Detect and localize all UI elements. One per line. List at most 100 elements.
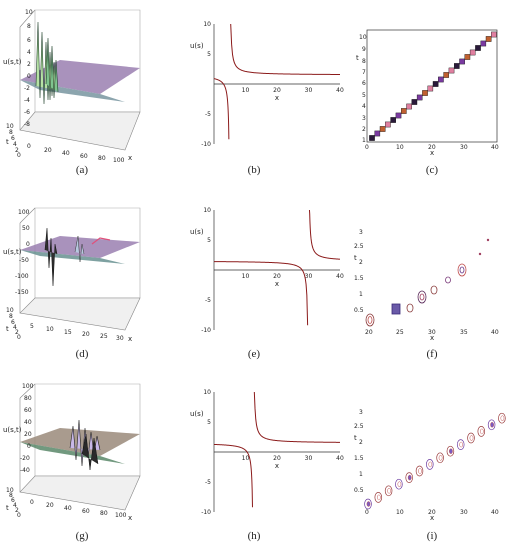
t-axis-label: t xyxy=(6,325,9,333)
contour-marks xyxy=(364,412,506,510)
surface-mesh xyxy=(20,419,140,471)
contour-ring-inner xyxy=(479,428,484,435)
contour-ring-inner xyxy=(459,441,464,448)
tick: 4 xyxy=(362,103,366,110)
y-tick-label: -10 xyxy=(201,327,211,334)
tick: 10 xyxy=(6,307,14,314)
x-tick-label: 20 xyxy=(273,273,281,280)
tick: 0 xyxy=(17,334,21,341)
tick: 20 xyxy=(428,509,436,516)
tick: 30 xyxy=(428,329,436,336)
tick: 30 xyxy=(460,144,468,151)
contour-blob xyxy=(480,40,487,47)
tick: 10 xyxy=(359,34,367,41)
tick: 1 xyxy=(359,291,363,298)
tick: 0 xyxy=(27,143,31,150)
tick: 25 xyxy=(396,329,404,336)
tick: 2 xyxy=(27,61,31,68)
contour-ring-inner xyxy=(387,488,391,494)
tick: 100 xyxy=(113,157,125,162)
contour-ring-inner xyxy=(428,461,433,468)
tick: 10 xyxy=(6,487,14,494)
z-axis-label: u(s,t) xyxy=(3,58,22,66)
tick: 2 xyxy=(359,259,363,266)
tick: 1.5 xyxy=(354,455,364,462)
tick: 20 xyxy=(46,502,54,509)
sublabel-g: (g) xyxy=(75,530,89,542)
x-axis-label: x xyxy=(275,280,279,288)
tick: 4 xyxy=(13,502,17,509)
tick: 2 xyxy=(359,439,363,446)
tick: -150 xyxy=(15,289,29,296)
contour-blob xyxy=(464,54,471,60)
contour-plot-c: t x 10 9 8 7 6 5 4 3 2 1 0 10 20 30 40 xyxy=(356,29,499,156)
contour-blob xyxy=(485,36,492,42)
contour-blob xyxy=(374,130,381,137)
contour-marks xyxy=(365,238,490,327)
tick: -40 xyxy=(20,467,30,474)
contour-blob xyxy=(432,81,439,87)
y-axis-label: u(s) xyxy=(190,410,204,418)
contour-ring xyxy=(395,478,403,490)
tick: 20 xyxy=(82,331,90,338)
contour-marks xyxy=(369,31,497,141)
tick: -6 xyxy=(24,109,30,116)
tick: 5 xyxy=(30,323,34,330)
tick: 40 xyxy=(491,509,499,516)
y-tick-label: -10 xyxy=(201,509,211,516)
tick: 8 xyxy=(9,492,13,499)
tick: 3 xyxy=(359,409,363,416)
z-axis-label: u(s,t) xyxy=(3,248,22,256)
tick: 40 xyxy=(491,144,499,151)
sublabel-a: (a) xyxy=(75,164,89,176)
curve-left-branch xyxy=(214,261,309,326)
tick: 10 xyxy=(396,509,404,516)
x-ticks: 0 10 20 30 40 xyxy=(365,509,499,516)
contour-blob xyxy=(406,103,412,110)
tick: 8 xyxy=(9,313,13,320)
contour-plot-i: t x 3 2.5 2 1.5 1 0.5 0 10 20 30 40 xyxy=(354,409,506,522)
tick: -8 xyxy=(24,121,30,128)
tick: 60 xyxy=(82,508,90,515)
tick: 7 xyxy=(362,69,366,76)
tick: 80 xyxy=(100,510,108,517)
contour-ring xyxy=(477,426,486,437)
contour-ring xyxy=(456,439,465,450)
tick: 6 xyxy=(11,135,15,142)
tick: 0 xyxy=(365,509,369,516)
tick: 0 xyxy=(17,512,21,519)
contour-ring-inner xyxy=(376,494,381,501)
contour-plot-f: t x 3 2.5 2 1.5 1 0.5 20 25 30 35 40 xyxy=(354,229,499,342)
x-tick-label: 40 xyxy=(336,273,344,280)
sublabel-i: (i) xyxy=(426,530,438,542)
x-axis-label: x xyxy=(430,514,434,522)
y-ticks: 10 9 8 7 6 5 4 3 2 1 xyxy=(359,34,367,144)
tick: 0 xyxy=(17,152,21,159)
x-tick-label: 20 xyxy=(273,455,281,462)
tick: 40 xyxy=(491,329,499,336)
contour-ring xyxy=(446,445,455,457)
x-axis-label: x xyxy=(128,335,132,343)
contour-ring-inner xyxy=(449,448,453,454)
y-tick-label: 5 xyxy=(207,51,211,58)
contour-blob xyxy=(385,121,391,128)
z-ticks: 100 50 0 -50 -100 -150 xyxy=(15,209,30,296)
x-tick-label: 40 xyxy=(336,87,344,94)
contour-ring xyxy=(467,432,475,444)
contour-blob xyxy=(401,108,407,114)
contour-blob xyxy=(443,72,449,78)
tick: 30 xyxy=(460,509,468,516)
x-ticks: 0 20 40 60 80 100 xyxy=(30,499,127,519)
tick: 40 xyxy=(24,419,32,426)
y-tick-label: 5 xyxy=(207,237,211,244)
tick: 0 xyxy=(365,144,369,151)
contour-ring-inner xyxy=(500,415,505,421)
tick: 2 xyxy=(362,126,366,133)
tick: 40 xyxy=(62,150,70,157)
curve-left-branch xyxy=(213,443,253,508)
tick: 60 xyxy=(80,153,88,160)
x-axis-label: x xyxy=(430,149,434,156)
x-axis-label: x xyxy=(128,154,132,162)
